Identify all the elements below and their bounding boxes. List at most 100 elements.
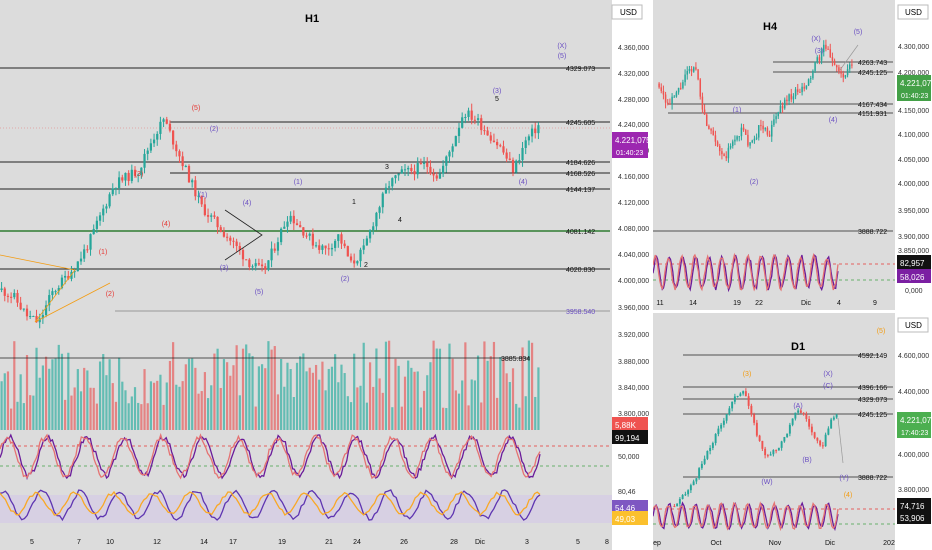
h4-candle — [825, 44, 827, 49]
h4-chart-svg[interactable]: USD H4 4.300,000 4.200,000 4.150,000 4.100,00… — [653, 0, 932, 310]
h1-wave-label: (5) — [558, 53, 567, 60]
h1-rsi-ma-value-bg — [612, 511, 648, 525]
h1-volume-bar — [191, 358, 194, 430]
h1-candle — [391, 178, 394, 187]
h1-candle — [445, 156, 448, 166]
h1-candle — [267, 260, 270, 270]
h4-last-price-bg — [897, 75, 931, 89]
h1-volume-bar — [130, 396, 133, 430]
h1-volume-bar — [79, 391, 83, 430]
h1-candle — [365, 238, 368, 246]
h1-volume-bar — [48, 368, 51, 430]
h4-candle — [846, 69, 849, 76]
h4-candle — [814, 61, 816, 71]
h1-volume-bar — [124, 390, 127, 430]
h1-candle — [314, 245, 318, 247]
h1-volume-bar — [314, 364, 318, 430]
h1-price-tick-label: 4.160,000 — [618, 174, 649, 181]
h1-candle — [124, 172, 127, 181]
h1-volume-bar — [416, 371, 419, 430]
h1-wave-label: (2) — [210, 126, 219, 133]
d1-wave-label: (3) — [743, 371, 752, 378]
h4-candle — [777, 112, 780, 117]
h4-x-label: 22 — [755, 300, 763, 307]
h1-volume-bar — [295, 362, 299, 430]
h1-candle — [492, 140, 496, 142]
d1-candle — [673, 506, 676, 508]
h1-volume-bar — [114, 401, 118, 430]
h4-chart-pane[interactable]: USD H4 4.300,000 4.200,000 4.150,000 4.100,00… — [653, 0, 932, 310]
h1-volume-bar — [330, 366, 334, 430]
h1-candle — [381, 193, 384, 208]
d1-candle — [744, 391, 747, 397]
h1-level-label: 4184.626 — [566, 160, 595, 167]
h4-price-tick-label: 4.150,000 — [898, 108, 929, 115]
h4-stoch-k-value: 82,957 — [900, 259, 925, 268]
h1-volume-bar — [381, 392, 384, 430]
h1-volume-bar — [276, 394, 280, 430]
h1-price-tick-label: 4.120,000 — [618, 200, 649, 207]
h1-volume-bar — [156, 380, 159, 430]
d1-chart-svg[interactable]: USD D1 4.600,000 4.400,000 4.000,000 3.800,00… — [653, 313, 932, 550]
h1-candle — [6, 295, 10, 297]
h1-volume-bar — [359, 385, 362, 430]
h1-wave-label: 1 — [352, 199, 356, 206]
h1-chart-svg[interactable]: USD H1 4.360,000 4.320,000 4.280,000 4.240,00… — [0, 0, 650, 550]
d1-currency-box — [897, 317, 929, 333]
h1-volume-bar — [470, 379, 473, 430]
h1-candle — [530, 128, 534, 137]
h1-chart-pane[interactable]: USD H1 4.360,000 4.320,000 4.280,000 4.240,00… — [0, 0, 650, 550]
h1-volume-bar — [121, 381, 124, 430]
h1-volume-bar — [286, 362, 289, 430]
h1-volume-bar — [257, 366, 260, 430]
h4-candle — [788, 94, 790, 102]
h4-countdown-bg — [897, 89, 931, 101]
h1-volume-bar — [356, 387, 359, 430]
h1-candle — [114, 188, 118, 190]
d1-chart-pane[interactable]: USD D1 4.600,000 4.400,000 4.000,000 3.800,00… — [653, 313, 932, 550]
h1-volume-bar — [318, 379, 321, 430]
h1-volume-bar — [489, 356, 492, 430]
h4-candle — [723, 154, 725, 157]
d1-candle — [772, 450, 775, 455]
d1-price-tick-label: 4.600,000 — [898, 353, 929, 360]
h1-countdown: 01:40:23 — [616, 150, 643, 157]
h1-candle — [162, 119, 165, 122]
d1-x-label: 202 — [883, 540, 895, 547]
h4-candle — [827, 48, 829, 50]
h1-x-label: 12 — [153, 539, 161, 546]
h1-volume-bar — [311, 372, 314, 430]
h1-volume-bar — [108, 359, 111, 430]
d1-currency: USD — [905, 321, 922, 330]
h1-candle — [378, 207, 381, 213]
d1-candle — [786, 433, 789, 438]
h4-candle — [692, 67, 695, 72]
h1-volume-bar — [13, 341, 16, 430]
h1-volume-bar — [181, 381, 184, 430]
h1-candle — [442, 165, 445, 174]
d1-candle — [780, 441, 783, 448]
h1-candle — [51, 291, 54, 296]
h1-level-label: 4081.142 — [566, 229, 595, 236]
h1-rsi-line — [0, 489, 541, 522]
h4-x-label: 14 — [689, 300, 697, 307]
h1-volume-bar — [44, 356, 48, 430]
h1-candle — [216, 216, 219, 228]
h1-last-price-bg — [612, 132, 648, 146]
d1-level-label: 4245.125 — [858, 412, 887, 419]
h1-x-label: 7 — [77, 539, 81, 546]
h1-level-label: 4168.526 — [566, 171, 595, 178]
d1-candle — [678, 498, 681, 504]
h1-candle — [168, 123, 172, 131]
h1-volume-bar — [140, 404, 143, 430]
h1-candle — [534, 128, 537, 134]
h1-volume-bar — [302, 353, 305, 430]
h1-wave-label: (2) — [106, 291, 115, 298]
h1-volume-bar — [54, 358, 57, 430]
h4-price-tick-label: 4.050,000 — [898, 157, 929, 164]
h1-currency-box — [611, 4, 643, 20]
h4-candle — [742, 127, 745, 131]
h4-candle — [712, 130, 715, 136]
h1-candle — [416, 163, 419, 175]
h1-candle — [321, 245, 324, 250]
